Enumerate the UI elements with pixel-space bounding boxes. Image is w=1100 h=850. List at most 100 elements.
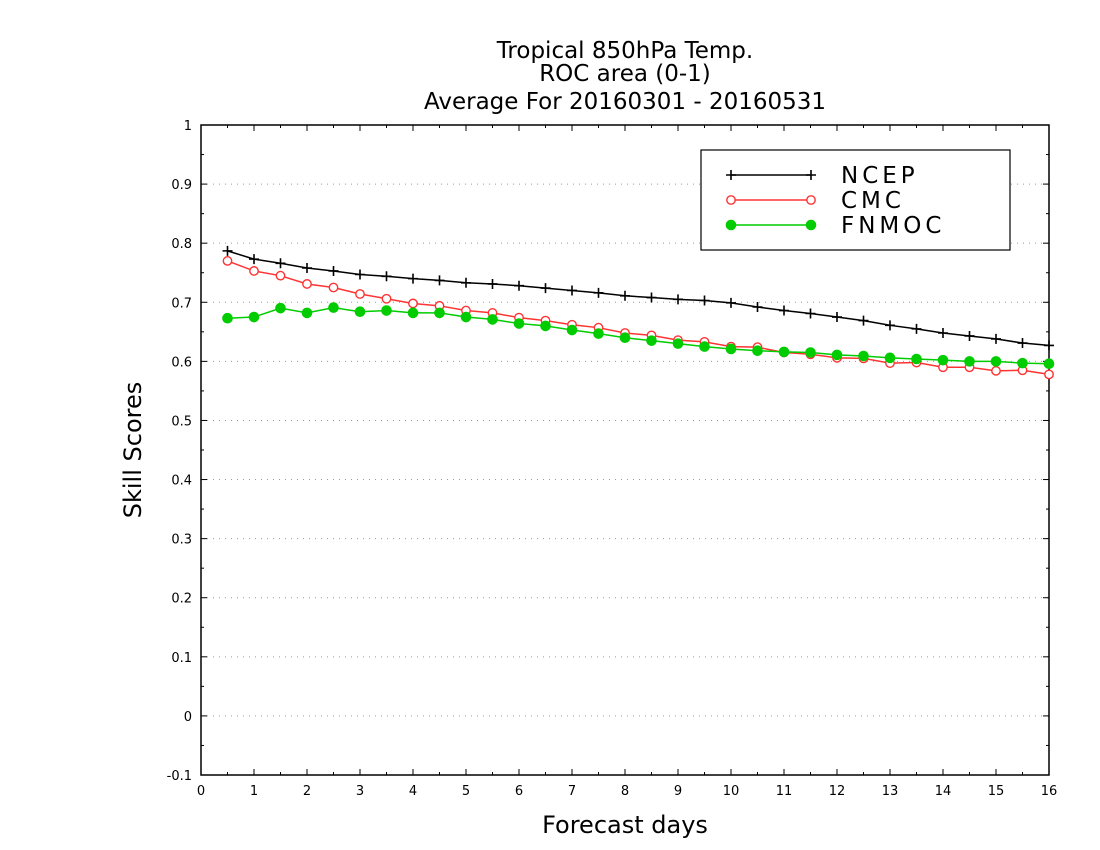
data-point-fnmoc [646, 335, 657, 346]
data-point-ncep [540, 283, 551, 294]
y-tick-label: 1 [184, 119, 192, 134]
series-ncep [222, 245, 1054, 351]
legend-swatch-marker [805, 219, 817, 231]
data-point-ncep [832, 312, 842, 323]
data-point-fnmoc [301, 307, 313, 319]
data-point-ncep [355, 269, 365, 280]
data-point-ncep [938, 328, 948, 338]
data-point-fnmoc [1017, 357, 1028, 369]
x-tick-label: 3 [356, 784, 364, 799]
data-point-cmc [381, 293, 392, 304]
series-line-fnmoc [227, 306, 1050, 365]
data-point-fnmoc [699, 341, 710, 352]
data-point-ncep [752, 302, 763, 312]
series-line-cmc [227, 260, 1050, 376]
data-point-ncep [1017, 338, 1028, 349]
chart-title: Tropical 850hPa Temp.ROC area (0-1)Avera… [424, 38, 826, 115]
data-point-fnmoc [672, 338, 684, 349]
data-point-fnmoc [381, 305, 392, 316]
data-point-ncep [381, 271, 392, 282]
data-point-ncep [779, 305, 789, 316]
data-point-ncep [1044, 340, 1054, 351]
legend-label-cmc: CMC [841, 188, 905, 214]
data-point-ncep [673, 294, 683, 305]
data-point-ncep [408, 273, 418, 284]
data-point-ncep [222, 245, 233, 256]
x-tick-label: 5 [462, 784, 470, 799]
data-point-fnmoc [566, 324, 578, 336]
series-fnmoc [222, 302, 1055, 370]
x-tick-label: 9 [674, 784, 682, 799]
y-axis-ticks: -0.1 0 0.1 0.2 0.3 0.4 0.5 0.6 0.7 0.8 0.9 1 [167, 119, 1049, 784]
data-point-fnmoc [328, 302, 339, 313]
legend-label-ncep: NCEP [841, 163, 919, 189]
x-axis-ticks: 0 1 2 3 4 5 6 7 8 9 10 11 12 13 14 15 16 [197, 125, 1057, 799]
data-point-ncep [461, 277, 471, 288]
chart-title-line: Tropical 850hPa Temp. [496, 38, 753, 64]
data-point-fnmoc [513, 318, 525, 329]
data-point-ncep [328, 265, 339, 276]
x-tick-label: 1 [250, 784, 258, 799]
series-line-ncep [227, 250, 1050, 347]
data-point-fnmoc [1043, 358, 1055, 370]
data-point-ncep [567, 285, 577, 296]
y-tick-label: 0.8 [171, 237, 192, 252]
data-point-fnmoc [619, 332, 631, 344]
data-point-ncep [964, 330, 975, 341]
data-point-fnmoc [407, 307, 419, 319]
data-point-fnmoc [964, 356, 975, 367]
data-point-fnmoc [831, 349, 843, 361]
data-point-fnmoc [460, 311, 472, 323]
data-point-ncep [699, 295, 710, 306]
legend-swatch-marker [725, 219, 737, 231]
data-point-cmc [222, 256, 233, 266]
data-point-fnmoc [858, 350, 869, 362]
x-tick-label: 16 [1041, 784, 1058, 799]
y-tick-label: 0.7 [171, 296, 192, 311]
data-point-ncep [302, 263, 312, 273]
data-point-fnmoc [752, 345, 763, 357]
data-point-cmc [355, 289, 365, 299]
data-point-fnmoc [911, 353, 922, 365]
data-point-ncep [991, 333, 1001, 344]
data-point-ncep [514, 280, 524, 291]
data-point-ncep [646, 292, 657, 303]
data-point-fnmoc [778, 346, 790, 358]
gridlines [201, 183, 1049, 717]
x-tick-label: 14 [935, 784, 952, 799]
y-tick-label: -0.1 [167, 769, 192, 784]
y-tick-label: 0.3 [171, 533, 192, 548]
x-tick-label: 11 [776, 784, 793, 799]
x-tick-label: 13 [882, 784, 899, 799]
chart-title-line: Average For 20160301 - 20160531 [424, 89, 826, 115]
data-point-ncep [911, 323, 922, 334]
legend-item-fnmoc: FNMOC [725, 213, 945, 239]
x-tick-label: 2 [303, 784, 311, 799]
data-point-fnmoc [593, 328, 604, 339]
legend-label-fnmoc: FNMOC [841, 213, 945, 239]
legend-swatch-marker [726, 170, 736, 180]
data-point-cmc [328, 282, 339, 293]
legend-swatch-marker [806, 195, 816, 205]
data-point-cmc [249, 266, 259, 276]
data-point-fnmoc [540, 320, 551, 332]
x-tick-label: 12 [829, 784, 846, 799]
y-tick-label: 0 [184, 710, 192, 725]
y-tick-label: 0.9 [171, 178, 192, 193]
data-point-ncep [275, 258, 286, 269]
x-tick-label: 4 [409, 784, 417, 799]
y-tick-label: 0.2 [171, 592, 192, 607]
y-tick-label: 0.5 [171, 414, 192, 429]
x-tick-label: 15 [988, 784, 1005, 799]
data-point-ncep [620, 290, 630, 301]
data-point-fnmoc [487, 314, 498, 325]
x-tick-label: 7 [568, 784, 576, 799]
legend-item-cmc: CMC [726, 188, 905, 214]
x-tick-label: 0 [197, 784, 205, 799]
data-point-ncep [434, 275, 445, 286]
data-point-ncep [593, 287, 604, 298]
data-point-cmc [302, 279, 312, 289]
y-tick-label: 0.1 [171, 651, 192, 666]
